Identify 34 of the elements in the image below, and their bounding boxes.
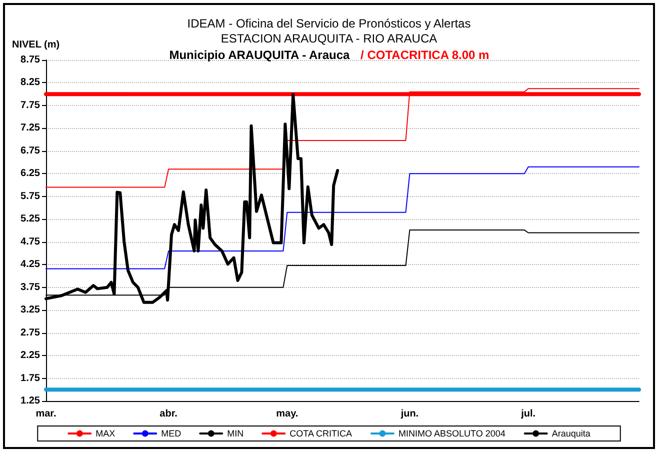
chart-subtitle: ESTACION ARAUQUITA - RIO ARAUCA: [220, 32, 438, 46]
legend-label: Arauquita: [552, 428, 590, 438]
y-tick-label: 7.25: [20, 122, 40, 134]
x-tick-label: abr.: [160, 408, 178, 420]
legend-label: MIN: [227, 428, 244, 438]
y-tick-label: 5.75: [20, 190, 40, 202]
x-tick-label: jul.: [520, 408, 536, 420]
chart-title: IDEAM - Oficina del Servicio de Pronósticos y Alertas: [187, 16, 471, 30]
y-tick-label: 7.75: [20, 100, 40, 111]
y-tick-label: 8.75: [20, 54, 40, 66]
legend-label: COTA CRITICA: [290, 428, 352, 438]
annotation: / COTACRITICA 8.00 m: [360, 48, 490, 62]
line-series: [46, 88, 640, 188]
y-tick-label: 2.25: [20, 350, 40, 362]
y-tick-label: 6.25: [20, 168, 40, 180]
y-axis-title: NIVEL (m): [12, 40, 60, 50]
y-tick-label: 5.25: [20, 214, 40, 225]
y-tick-label: 1.25: [20, 396, 40, 406]
y-tick-label: 1.75: [20, 372, 40, 384]
legend-label: MAX: [96, 428, 116, 438]
y-tick-label: 2.75: [20, 327, 40, 338]
line-series: [46, 166, 640, 270]
x-tick-label: jun.: [400, 408, 419, 420]
y-tick-label: 3.25: [20, 304, 40, 316]
annotation: Municipio ARAUQUITA - Arauca: [169, 48, 350, 62]
legend-label: MED: [161, 428, 182, 438]
y-tick-label: 6.75: [20, 145, 40, 156]
legend-label: MINIMO ABSOLUTO 2004: [398, 428, 506, 438]
x-tick-label: may.: [276, 408, 298, 420]
y-tick-label: 4.25: [20, 259, 40, 270]
y-tick-label: 8.25: [20, 77, 40, 88]
y-tick-label: 4.75: [20, 236, 40, 248]
y-tick-label: 3.75: [20, 282, 40, 293]
x-tick-label: mar.: [36, 408, 57, 420]
